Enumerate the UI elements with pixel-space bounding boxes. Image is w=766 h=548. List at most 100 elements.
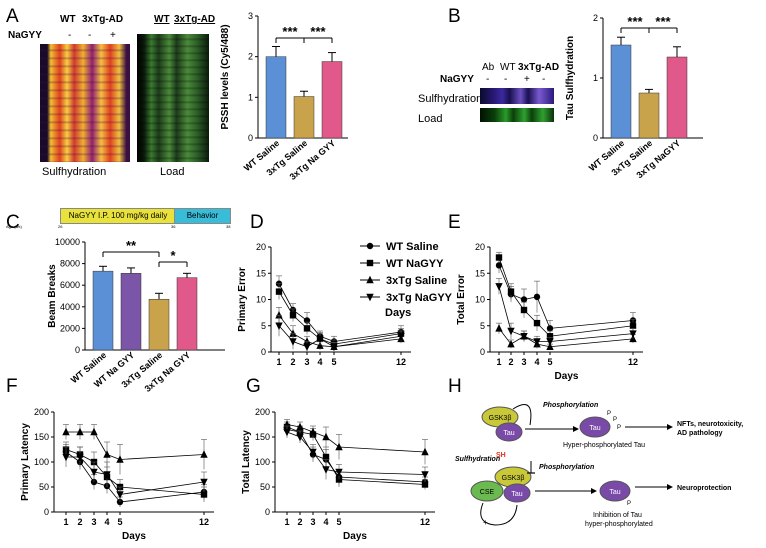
x-tick-label: 2 [290, 357, 295, 367]
marker-triangle [200, 450, 208, 458]
y-tick-label: 10 [256, 295, 266, 305]
timeline-t2: 38 [226, 224, 231, 229]
gel-b-load-band [480, 108, 554, 122]
y-tick-label: 0 [261, 347, 266, 357]
marker-square [366, 259, 374, 267]
diagram-h: GSK3β Tau Phosphorylation Tau P P P Hype… [455, 402, 743, 528]
marker-triangle [421, 447, 429, 456]
marker-triangle [546, 342, 554, 350]
x-tick-label: 3 [91, 517, 96, 527]
x-tick-label: 5 [336, 517, 341, 527]
y-tick-label: 50 [260, 482, 270, 492]
marker-square [520, 306, 528, 314]
marker-triangle-down [421, 471, 429, 479]
timeline-age-label: Age (wk) [6, 224, 22, 229]
bar [120, 273, 142, 351]
y-tick-label: 1 [248, 92, 253, 102]
timeline-treatment: NaGYY I.P. 100 mg/kg daily [60, 208, 176, 224]
panel-label-h: H [448, 376, 462, 397]
y-tick-label: 10 [475, 295, 485, 305]
y-tick-label: 0 [593, 133, 598, 143]
panel-label-g: G [246, 376, 261, 397]
bar [293, 96, 315, 139]
gel-b-row-load: Load [418, 113, 443, 125]
x-tick-label: 4 [317, 357, 322, 367]
y-axis-label: Beam Breaks [47, 264, 58, 328]
marker-triangle-down [289, 338, 297, 346]
x-tick-label: 4 [323, 517, 328, 527]
gel-a-plus: + [110, 30, 116, 41]
sulfhydration-gel-image [40, 44, 130, 162]
marker-triangle [103, 450, 111, 458]
x-tick-label: 2 [77, 517, 82, 527]
bar [666, 56, 688, 139]
marker-triangle [366, 275, 374, 284]
gel-b-nagyy: NaGYY [440, 74, 474, 85]
bar [148, 298, 170, 351]
series-line [498, 265, 634, 329]
x-tick-label: 1 [284, 517, 289, 527]
y-tick-label: 2 [248, 52, 253, 62]
inhib-label-2: hyper-phosphorylated [585, 521, 653, 528]
tau-node-3 [599, 480, 631, 502]
y-tick-label: 6000 [60, 280, 80, 290]
y-tick-label: 2 [593, 13, 598, 23]
bar [92, 270, 114, 351]
gel-b-minus-2: - [504, 74, 508, 85]
y-tick-label: 5 [261, 321, 266, 331]
p-tag-2: P [613, 417, 617, 423]
gel-a-nagyy: NaGYY [8, 30, 42, 41]
p-tag-3: P [617, 425, 621, 431]
series-line [498, 257, 634, 337]
x-tick-label: 3 [304, 357, 309, 367]
y-tick-label: 200 [34, 407, 49, 417]
marker-triangle-down [296, 433, 304, 442]
x-tick-label: 3 [310, 517, 315, 527]
marker-triangle-down [116, 491, 124, 499]
y-tick-label: 8000 [60, 259, 80, 269]
marker-square [200, 491, 208, 498]
gel-a-minus-1: - [68, 30, 72, 41]
y-tick-label: 15 [475, 268, 485, 278]
y-tick-label: 2000 [60, 323, 80, 333]
gsk3b-label-2: GSK3β [502, 475, 525, 482]
y-tick-label: 150 [34, 432, 49, 442]
x-tick-label: 4 [534, 357, 539, 367]
y-axis-label: Primary Error [237, 267, 248, 332]
timeline-behavior: Behavior [174, 208, 231, 224]
sig-stars: * [170, 248, 176, 263]
bar [610, 44, 632, 139]
marker-triangle [116, 455, 124, 463]
gel-a-header-tg: 3xTg-AD [82, 14, 124, 25]
legend-item-label: 3xTg Saline [386, 275, 447, 287]
marker-triangle-down [90, 468, 98, 477]
x-tick-label: 12 [420, 517, 430, 527]
y-tick-label: 0 [248, 133, 253, 143]
x-axis-label: Days [343, 531, 367, 542]
marker-triangle-down [316, 335, 324, 344]
marker-square [421, 481, 429, 488]
series-line [278, 315, 402, 348]
series-line [278, 291, 402, 345]
gel-b-tg: 3xTg-AD [518, 62, 560, 73]
gel-a2-header-wt: WT [154, 14, 170, 25]
y-tick-label: 150 [255, 432, 270, 442]
marker-triangle-down [275, 322, 283, 330]
marker-triangle [303, 337, 311, 345]
load-gel-band-overlay [137, 34, 209, 162]
y-tick-label: 20 [475, 242, 485, 252]
series-line [286, 426, 426, 485]
marker-square [303, 325, 311, 332]
marker-triangle-down [507, 327, 515, 336]
timeline-t1: 36 [171, 224, 176, 229]
marker-triangle-down [366, 293, 374, 302]
y-tick-label: 100 [255, 457, 270, 467]
gel-a2-header-tg: 3xTg-AD [174, 14, 216, 25]
x-tick-label: 12 [396, 357, 406, 367]
tau-hyper-label: Tau [589, 425, 600, 432]
gel-b-minus-3: - [542, 74, 546, 85]
marker-triangle [289, 329, 297, 337]
marker-square [289, 312, 297, 319]
panel-label-c: C [6, 212, 20, 233]
